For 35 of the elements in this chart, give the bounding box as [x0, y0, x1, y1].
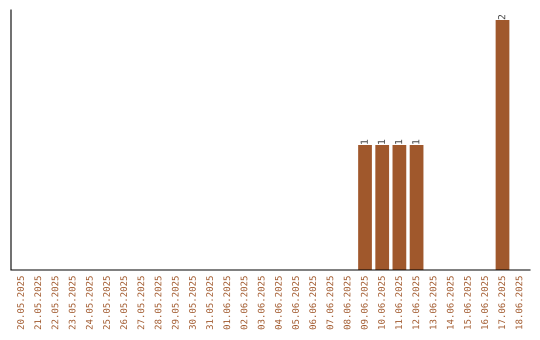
x-tick-label: 18.06.2025 — [516, 276, 522, 329]
x-tick-label: 28.05.2025 — [154, 276, 162, 330]
data-label: 1 — [360, 140, 368, 144]
x-tick-label: 30.05.2025 — [188, 276, 196, 330]
x-tick-label: 25.05.2025 — [103, 276, 110, 330]
data-label: 1 — [378, 140, 385, 144]
x-tick-label: 03.06.2025 — [258, 276, 265, 330]
x-tick-label: 12.06.2025 — [412, 276, 420, 329]
x-tick-label: 06.06.2025 — [309, 276, 316, 330]
x-tick-label: 23.05.2025 — [68, 276, 76, 330]
x-tick-label: 13.06.2025 — [430, 276, 436, 329]
x-tick-label: 10.06.2025 — [378, 276, 385, 329]
x-tick-label: 08.06.2025 — [344, 276, 350, 330]
x-tick-label: 11.06.2025 — [395, 276, 402, 329]
x-tick-label: 01.06.2025 — [223, 276, 230, 330]
x-tick-label: 02.06.2025 — [240, 276, 248, 330]
x-tick-label: 05.06.2025 — [292, 276, 299, 330]
x-tick-label: 24.05.2025 — [86, 276, 93, 330]
x-tick-label: 29.05.2025 — [172, 276, 179, 330]
x-tick-label: 14.06.2025 — [446, 276, 454, 329]
x-tick-label: 21.05.2025 — [34, 276, 42, 330]
x-tick-label: 27.05.2025 — [137, 276, 144, 330]
x-tick-label: 16.06.2025 — [481, 276, 488, 329]
data-label: 1 — [412, 140, 420, 144]
x-tick-label: 31.05.2025 — [206, 276, 213, 330]
data-label: 2 — [498, 14, 506, 20]
x-tick-label: 09.06.2025 — [360, 276, 368, 330]
x-tick-label: 26.05.2025 — [120, 276, 128, 330]
x-tick-label: 20.05.2025 — [17, 276, 24, 330]
data-label: 1 — [395, 140, 402, 144]
x-tick-label: 17.06.2025 — [498, 276, 506, 329]
x-tick-label: 04.06.2025 — [274, 276, 282, 330]
x-tick-label: 07.06.2025 — [326, 276, 334, 330]
x-tick-label: 22.05.2025 — [51, 276, 58, 330]
x-tick-label: 15.06.2025 — [464, 276, 471, 329]
